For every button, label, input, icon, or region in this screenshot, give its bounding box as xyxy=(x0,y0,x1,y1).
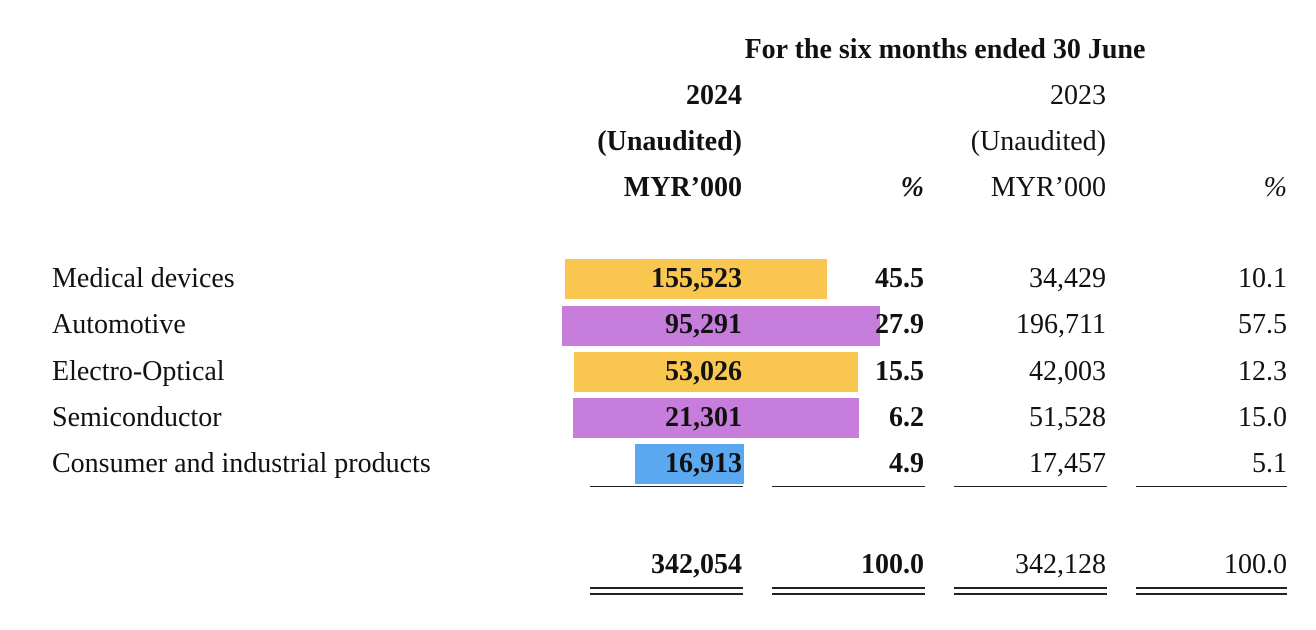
value-2024: 21,301 xyxy=(665,402,742,433)
highlight-automotive xyxy=(562,306,880,346)
total-double-rule xyxy=(954,587,1107,595)
value-2024: 155,523 xyxy=(651,263,742,294)
row-label: Electro-Optical xyxy=(52,356,225,387)
col-2024-status: (Unaudited) xyxy=(597,126,742,157)
col-2023-unit: MYR’000 xyxy=(990,172,1106,203)
col-2024-year: 2024 xyxy=(686,80,742,111)
total-pct-2024: 100.0 xyxy=(861,549,924,580)
period-header: For the six months ended 30 June xyxy=(744,34,1146,65)
total-double-rule xyxy=(772,587,925,595)
subtotal-rule xyxy=(954,486,1107,487)
highlight-electro-optical xyxy=(574,352,858,392)
row-label: Automotive xyxy=(52,309,186,340)
col-2023-status: (Unaudited) xyxy=(970,126,1106,157)
pct-2024: 4.9 xyxy=(889,448,924,479)
pct-2023: 57.5 xyxy=(1238,309,1287,340)
highlight-semiconductor xyxy=(573,398,859,438)
total-pct-2023: 100.0 xyxy=(1224,549,1287,580)
value-2024: 95,291 xyxy=(665,309,742,340)
value-2023: 196,711 xyxy=(1016,309,1106,340)
col-2023-pct: % xyxy=(1263,172,1287,203)
pct-2023: 15.0 xyxy=(1238,402,1287,433)
subtotal-rule xyxy=(590,486,743,487)
total-2024: 342,054 xyxy=(651,549,742,580)
value-2024: 16,913 xyxy=(665,448,742,479)
col-2024-pct: % xyxy=(900,172,924,203)
row-label: Medical devices xyxy=(52,263,235,294)
pct-2024: 15.5 xyxy=(875,356,924,387)
value-2024: 53,026 xyxy=(665,356,742,387)
pct-2024: 45.5 xyxy=(875,263,924,294)
total-double-rule xyxy=(1136,587,1287,595)
pct-2023: 5.1 xyxy=(1252,448,1287,479)
value-2023: 17,457 xyxy=(1029,448,1106,479)
value-2023: 42,003 xyxy=(1029,356,1106,387)
value-2023: 51,528 xyxy=(1029,402,1106,433)
col-2023-year: 2023 xyxy=(1050,80,1106,111)
total-2023: 342,128 xyxy=(1015,549,1106,580)
row-label: Consumer and industrial products xyxy=(52,448,431,479)
value-2023: 34,429 xyxy=(1029,263,1106,294)
row-label: Semiconductor xyxy=(52,402,222,433)
pct-2024: 27.9 xyxy=(875,309,924,340)
pct-2024: 6.2 xyxy=(889,402,924,433)
pct-2023: 10.1 xyxy=(1238,263,1287,294)
pct-2023: 12.3 xyxy=(1238,356,1287,387)
total-double-rule xyxy=(590,587,743,595)
highlight-medical-devices xyxy=(565,259,827,299)
subtotal-rule xyxy=(1136,486,1287,487)
col-2024-unit: MYR’000 xyxy=(623,172,742,203)
highlight-consumer-products xyxy=(635,444,744,484)
subtotal-rule xyxy=(772,486,925,487)
